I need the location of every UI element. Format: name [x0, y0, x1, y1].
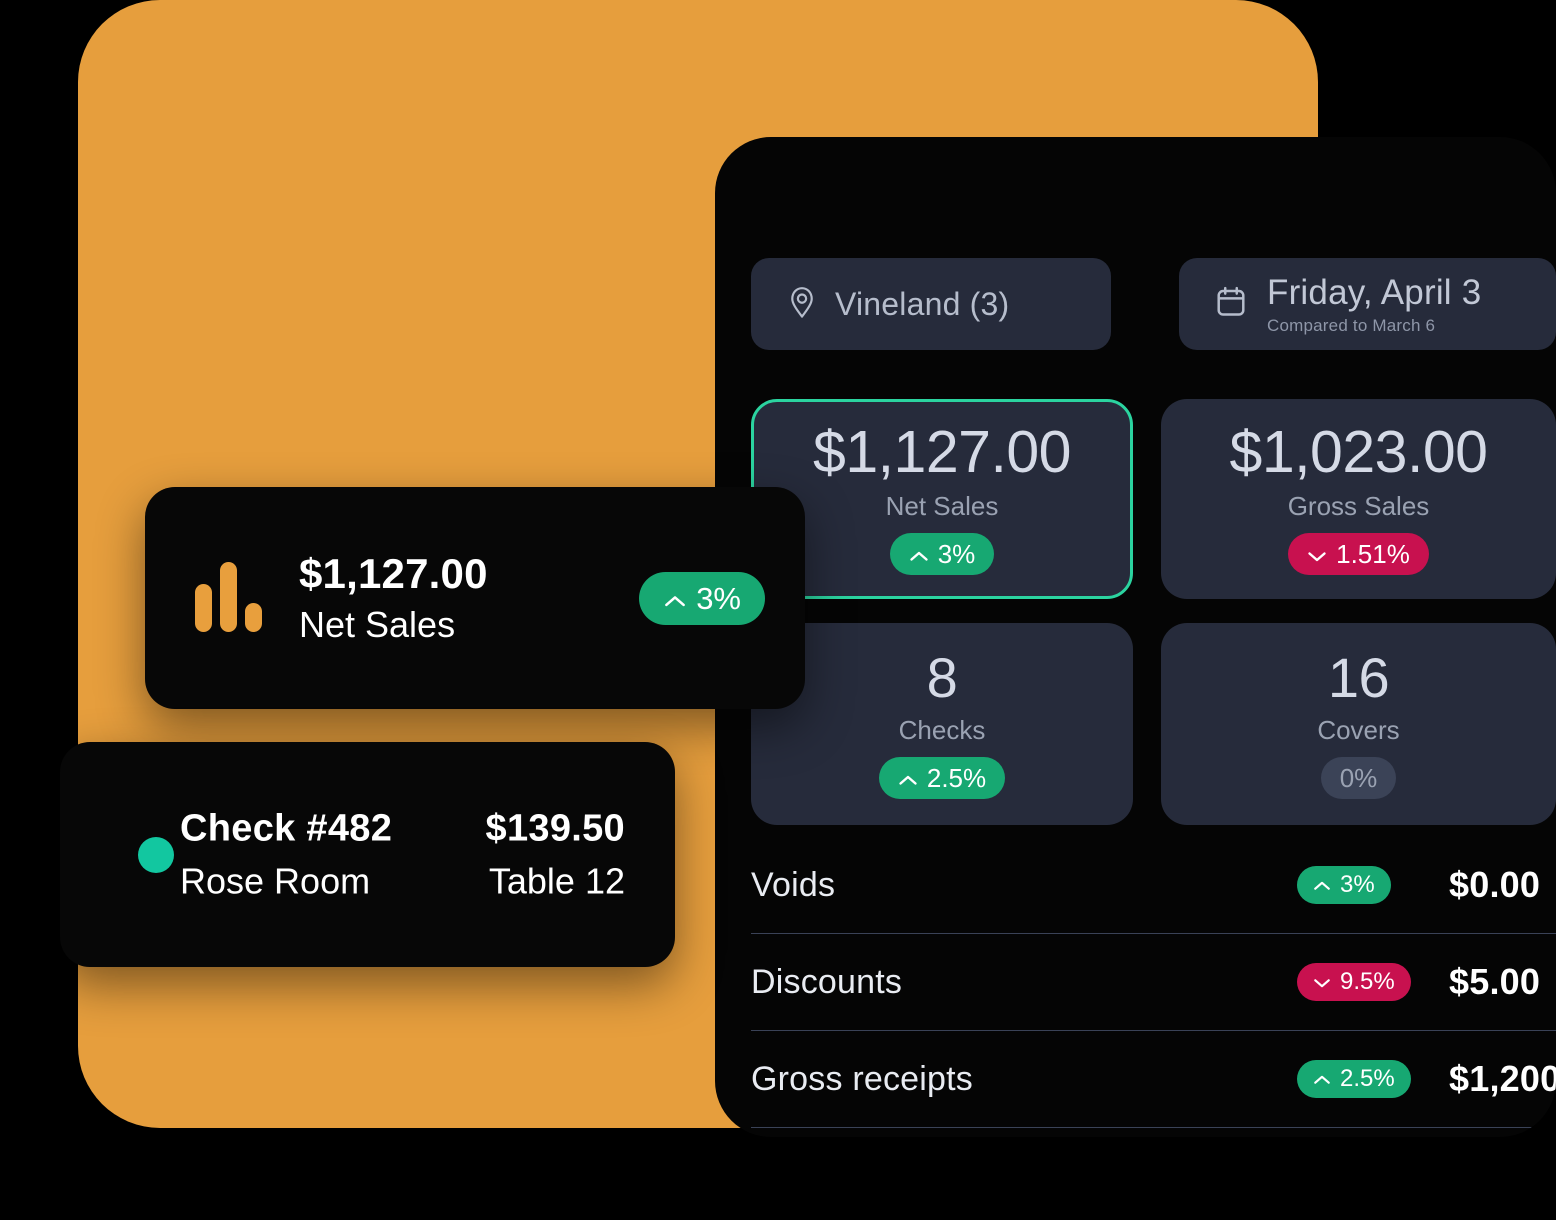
check-amount: $139.50 [485, 807, 625, 849]
stat-card-checks[interactable]: 8 Checks 2.5% [751, 623, 1133, 825]
stat-label: Gross Sales [1287, 491, 1430, 521]
stat-change-value: 2.5% [926, 762, 987, 793]
stat-card-gross-sales[interactable]: $1,023.00 Gross Sales 1.51% [1161, 399, 1556, 599]
chevron-up-icon [909, 541, 929, 567]
chevron-down-icon [1313, 970, 1331, 994]
date-filter-label: Friday, April 3 [1267, 273, 1482, 313]
bar-chart-icon [193, 558, 265, 639]
check-number: Check #482 [180, 807, 393, 849]
chevron-up-icon [1313, 1067, 1331, 1091]
date-filter-pill[interactable]: Friday, April 3 Compared to March 6 [1179, 258, 1556, 350]
floating-net-sales-value: $1,127.00 [299, 549, 488, 597]
floating-check-card[interactable]: Check #482 $139.50 Rose Room Table 12 [60, 742, 675, 967]
floating-check-primary-line: Check #482 $139.50 [180, 807, 625, 850]
stat-card-covers[interactable]: 16 Covers 0% [1161, 623, 1556, 825]
chevron-up-icon [663, 583, 687, 614]
stat-change-badge: 1.51% [1288, 533, 1429, 575]
row-change-value: 2.5% [1340, 1065, 1395, 1092]
row-amount: $1,200.00 [1449, 1058, 1556, 1099]
date-filter-text: Friday, April 3 Compared to March 6 [1267, 273, 1481, 334]
stat-change-badge: 2.5% [878, 756, 1006, 799]
row-change-value: 3% [1340, 871, 1375, 898]
stat-change-value: 3% [937, 539, 976, 569]
row-change-badge: 2.5% [1297, 1060, 1411, 1098]
breakdown-list: Voids 3% $0.00 Discounts [751, 837, 1556, 1137]
stat-change-value: 0% [1339, 762, 1378, 793]
row-change-badge: 9.5% [1297, 963, 1411, 1001]
floating-check-body: Check #482 $139.50 Rose Room Table 12 [180, 807, 625, 902]
stat-change-badge: 3% [889, 533, 995, 575]
chevron-up-icon [898, 765, 918, 791]
dashboard-panel: Vineland (3) Friday, April 3 Compared to… [715, 137, 1556, 1137]
stat-value: 8 [926, 645, 958, 709]
table-row[interactable]: Discounts 9.5% $5.00 [751, 933, 1556, 1030]
chevron-down-icon [1307, 541, 1327, 567]
table-row[interactable]: Total Hours Worked [751, 1127, 1556, 1137]
location-filter-label: Vineland (3) [835, 285, 1010, 322]
floating-net-sales-badge-value: 3% [696, 580, 741, 616]
stat-label: Covers [1317, 714, 1400, 745]
floating-net-sales-label: Net Sales [299, 604, 456, 646]
row-label: Gross receipts [751, 1059, 973, 1098]
location-filter-pill[interactable]: Vineland (3) [751, 258, 1111, 350]
stat-value: $1,127.00 [813, 419, 1071, 485]
date-filter-comparison: Compared to March 6 [1267, 315, 1436, 335]
stat-change-value: 1.51% [1336, 539, 1410, 569]
table-row[interactable]: Voids 3% $0.00 [751, 837, 1556, 933]
row-amount: $0.00 [1449, 864, 1541, 905]
floating-net-sales-card[interactable]: $1,127.00 Net Sales 3% [145, 487, 805, 709]
row-label: Voids [751, 865, 836, 904]
row-change-badge-wrap: 9.5% [1297, 963, 1411, 1001]
stat-value: 16 [1327, 645, 1390, 709]
stat-card-net-sales[interactable]: $1,127.00 Net Sales 3% [751, 399, 1133, 599]
status-dot-icon [138, 836, 174, 873]
row-amount: $5.00 [1449, 961, 1541, 1002]
row-change-badge-wrap: 3% [1297, 866, 1391, 904]
check-room: Rose Room [180, 860, 371, 901]
stat-label: Net Sales [885, 491, 999, 521]
filter-bar: Vineland (3) Friday, April 3 Compared to… [751, 258, 1556, 350]
stat-change-badge: 0% [1320, 756, 1397, 799]
calendar-icon [1215, 285, 1247, 324]
floating-net-sales-badge: 3% [639, 571, 765, 625]
row-label: Discounts [751, 962, 903, 1001]
floating-net-sales-text: $1,127.00 Net Sales [299, 551, 639, 645]
stat-value: $1,023.00 [1229, 419, 1488, 485]
table-row[interactable]: Gross receipts 2.5% $1,200.00 [751, 1030, 1556, 1127]
row-change-value: 9.5% [1340, 968, 1395, 995]
chevron-up-icon [1313, 873, 1331, 897]
row-change-badge-wrap: 2.5% [1297, 1060, 1411, 1098]
map-pin-icon [787, 285, 817, 324]
stat-label: Checks [898, 714, 986, 745]
floating-check-secondary-line: Rose Room Table 12 [180, 850, 625, 902]
check-table: Table 12 [488, 860, 625, 901]
row-change-badge: 3% [1297, 866, 1391, 904]
